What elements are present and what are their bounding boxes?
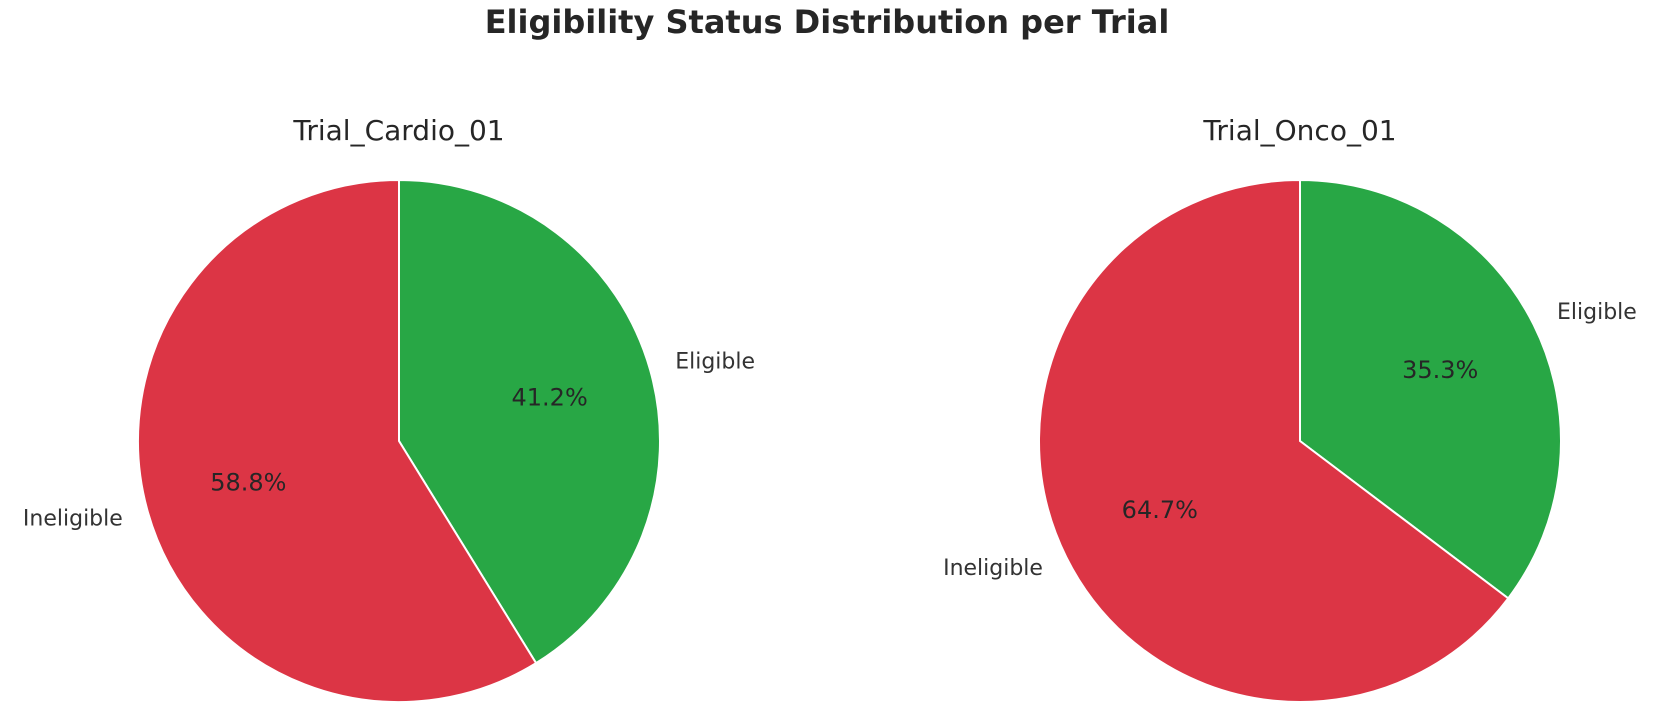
pie-slice-eligible [1299, 178, 1562, 600]
slice-percent-ineligible: 64.7% [1122, 496, 1198, 524]
pie-chart-onco: Trial_Onco_01 Eligible 35.3% Ineligible 64.… [943, 114, 1637, 703]
slice-percent-eligible: 41.2% [512, 383, 588, 411]
pie-title-onco: Trial_Onco_01 [1202, 114, 1396, 147]
pie-slice-ineligible [137, 178, 538, 703]
slice-label-eligible: Eligible [1557, 300, 1637, 325]
slice-percent-ineligible: 58.8% [210, 469, 286, 497]
pie-slice-eligible [398, 178, 661, 665]
slice-label-eligible: Eligible [675, 350, 755, 375]
slice-percent-eligible: 35.3% [1402, 356, 1478, 384]
pie-title-cardio: Trial_Cardio_01 [292, 114, 504, 147]
pie-slice-ineligible [1038, 178, 1510, 703]
figure-title: Eligibility Status Distribution per Tria… [485, 3, 1170, 41]
pie-chart-cardio: Trial_Cardio_01 Eligible 41.2% Ineligible 5… [23, 114, 755, 703]
slice-label-ineligible: Ineligible [23, 506, 123, 531]
slice-label-ineligible: Ineligible [943, 556, 1043, 581]
